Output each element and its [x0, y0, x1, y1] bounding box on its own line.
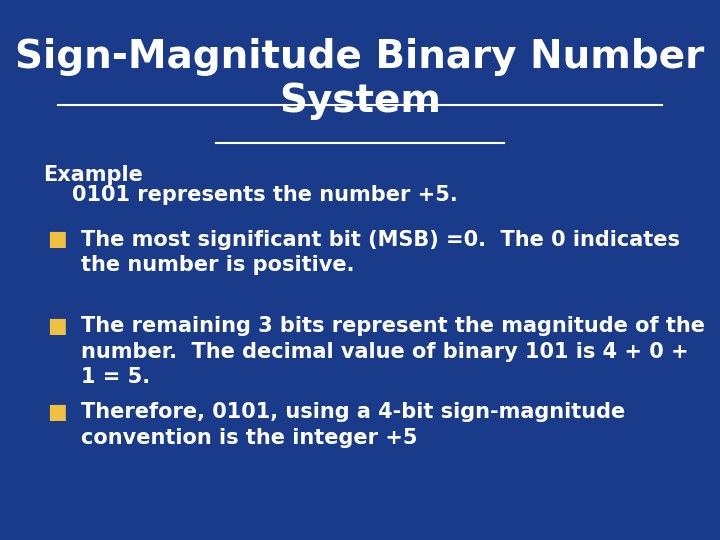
- Text: The most significant bit (MSB) =0.  The 0 indicates
the number is positive.: The most significant bit (MSB) =0. The 0…: [81, 230, 680, 275]
- Text: ■: ■: [47, 230, 66, 249]
- Text: ■: ■: [47, 316, 66, 336]
- Text: 0101 represents the number +5.: 0101 represents the number +5.: [43, 185, 458, 205]
- Text: Sign-Magnitude Binary Number
System: Sign-Magnitude Binary Number System: [15, 38, 705, 120]
- Text: The remaining 3 bits represent the magnitude of the
number.  The decimal value o: The remaining 3 bits represent the magni…: [81, 316, 705, 387]
- Text: Example: Example: [43, 165, 143, 185]
- Text: Therefore, 0101, using a 4-bit sign-magnitude
convention is the integer +5: Therefore, 0101, using a 4-bit sign-magn…: [81, 402, 625, 448]
- Text: ■: ■: [47, 402, 66, 422]
